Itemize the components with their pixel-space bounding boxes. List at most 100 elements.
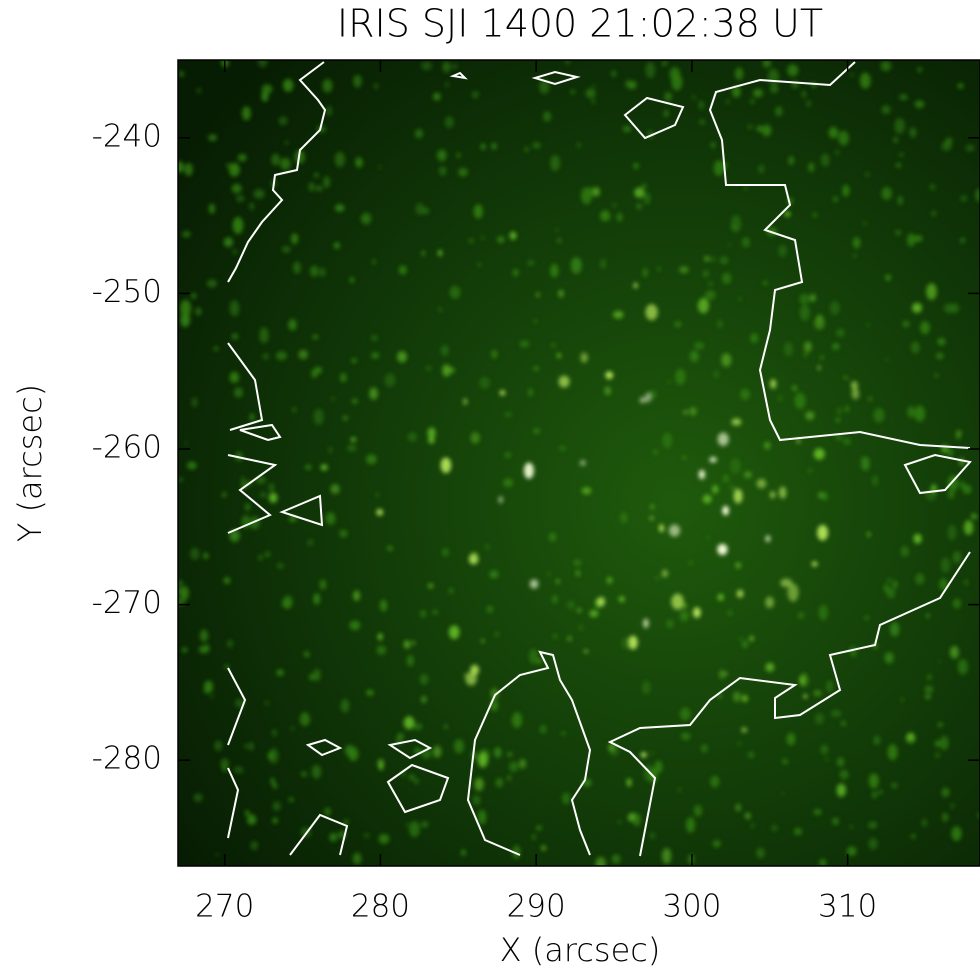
texture-spot <box>535 292 540 298</box>
texture-spot <box>801 90 807 98</box>
texture-spot <box>229 529 240 542</box>
texture-spot <box>350 437 357 442</box>
texture-spot <box>329 832 338 842</box>
texture-spot <box>951 826 962 841</box>
contour <box>466 650 592 856</box>
texture-spot <box>645 61 656 79</box>
texture-spot <box>456 152 461 158</box>
texture-spot <box>310 265 319 277</box>
texture-spot <box>873 735 881 746</box>
texture-spot <box>567 635 572 642</box>
texture-spot <box>632 813 641 827</box>
texture-spot <box>309 673 316 681</box>
image-background <box>178 60 980 866</box>
texture-spot <box>817 524 829 541</box>
texture-spot <box>913 533 922 544</box>
texture-spot <box>616 212 623 222</box>
texture-spot <box>934 740 942 747</box>
texture-spot <box>710 775 720 788</box>
texture-spot <box>626 778 632 787</box>
texture-spot <box>605 371 614 380</box>
texture-spot <box>477 752 488 768</box>
texture-spot <box>551 342 556 348</box>
texture-spot <box>529 579 539 589</box>
texture-spot <box>722 505 729 516</box>
texture-spot <box>203 687 211 694</box>
texture-spot <box>342 415 349 421</box>
texture-spot <box>728 484 736 491</box>
texture-spot <box>821 492 829 501</box>
texture-spot <box>702 270 710 278</box>
texture-spot <box>556 238 562 244</box>
texture-spot <box>378 165 382 169</box>
texture-spot <box>641 680 651 695</box>
texture-spot <box>272 817 278 824</box>
texture-spot <box>750 823 755 828</box>
texture-spot <box>468 238 474 243</box>
x-tick-label: 300 <box>662 889 721 925</box>
texture-spot <box>731 418 742 426</box>
texture-spot <box>732 691 741 702</box>
texture-spot <box>818 313 822 317</box>
texture-spot <box>938 660 942 663</box>
texture-spot <box>339 372 347 383</box>
texture-spot <box>959 457 965 467</box>
texture-spot <box>249 413 255 421</box>
texture-spot <box>737 297 743 301</box>
texture-spot <box>351 398 358 405</box>
texture-spot <box>811 561 818 567</box>
texture-spot <box>370 335 378 341</box>
texture-spot <box>908 738 914 744</box>
texture-spot <box>379 599 388 612</box>
texture-spot <box>352 852 362 865</box>
texture-spot <box>233 387 244 398</box>
texture-spot <box>803 352 808 358</box>
texture-spot <box>405 823 409 826</box>
texture-spot <box>731 224 737 232</box>
texture-spot <box>612 202 617 208</box>
texture-spot <box>397 733 404 740</box>
texture-spot <box>536 825 542 831</box>
texture-spot <box>900 545 909 557</box>
texture-spot <box>818 604 828 621</box>
texture-spot <box>642 267 649 278</box>
texture-spot <box>543 111 552 122</box>
texture-spot <box>606 576 613 584</box>
texture-spot <box>363 833 370 838</box>
texture-spot <box>709 456 717 463</box>
texture-spot <box>937 337 946 346</box>
texture-spot <box>737 741 742 747</box>
texture-spot <box>323 176 331 188</box>
texture-spot <box>413 723 423 731</box>
texture-spot <box>926 613 930 619</box>
texture-spot <box>292 407 296 413</box>
texture-spot <box>914 100 925 109</box>
texture-spot <box>499 390 506 396</box>
texture-spot <box>304 464 312 470</box>
solar-image <box>178 60 980 866</box>
texture-spot <box>291 726 294 731</box>
texture-spot <box>322 79 333 93</box>
texture-spot <box>411 640 416 646</box>
texture-spot <box>437 149 447 162</box>
contour <box>279 494 324 527</box>
texture-spot <box>620 512 628 524</box>
texture-spot <box>931 210 936 217</box>
texture-spot <box>880 60 892 72</box>
texture-spot <box>293 261 301 274</box>
texture-spot <box>950 803 955 809</box>
texture-spot <box>403 640 411 649</box>
texture-spot <box>319 267 326 277</box>
texture-spot <box>178 477 184 482</box>
texture-spot <box>924 685 934 693</box>
texture-spot <box>682 455 686 460</box>
contour <box>227 61 327 283</box>
texture-spot <box>288 797 294 802</box>
texture-spot <box>229 300 240 317</box>
texture-spot <box>470 664 480 676</box>
texture-spot <box>565 60 571 65</box>
texture-spot <box>498 496 504 504</box>
texture-spot <box>628 635 638 650</box>
texture-spot <box>941 787 950 798</box>
